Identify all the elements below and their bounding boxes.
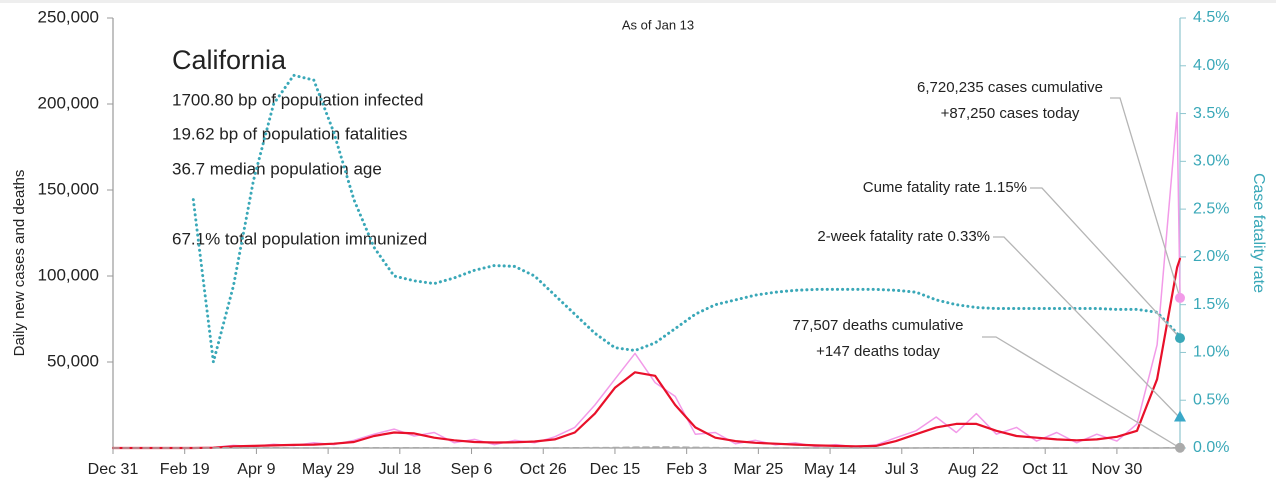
y-tick-label: 200,000 (38, 93, 99, 112)
callout-line (993, 236, 1181, 419)
series-line (112, 446, 1181, 449)
top-bar (0, 0, 1276, 3)
x-tick-label: Dec 15 (590, 461, 641, 478)
y-tick-label: 150,000 (38, 179, 99, 198)
end-marker (1175, 442, 1185, 453)
y-axis-title: Daily new cases and deaths (11, 170, 28, 357)
y-tick-label: 100,000 (38, 265, 99, 284)
callout-line (1030, 187, 1181, 339)
y-tick-label: 50,000 (47, 351, 99, 370)
annotation: +147 deaths today (816, 343, 940, 360)
y-tick-label: 250,000 (38, 7, 99, 26)
x-tick-label: Oct 26 (520, 461, 567, 478)
info-line: 1700.80 bp of population infected (172, 90, 423, 109)
y2-axis-title: Case fatality rate (1250, 173, 1267, 293)
x-tick-label: May 29 (302, 461, 355, 478)
y2-tick-label: 1.0% (1193, 344, 1229, 361)
x-tick-label: Sep 6 (451, 461, 493, 478)
x-tick-label: Apr 9 (237, 461, 275, 478)
annotation: 2-week fatality rate 0.33% (817, 228, 990, 245)
annotation: Cume fatality rate 1.15% (863, 179, 1027, 196)
callout-line (1110, 97, 1181, 299)
series-line (191, 73, 1182, 364)
end-marker (1175, 333, 1185, 344)
info-line: 19.62 bp of population fatalities (172, 124, 407, 143)
y2-tick-label: 4.5% (1193, 9, 1229, 26)
y2-tick-label: 0.0% (1193, 439, 1229, 456)
y2-tick-label: 2.0% (1193, 248, 1229, 265)
callout-line (982, 336, 1181, 449)
series-line (111, 257, 1182, 450)
annotation: 77,507 deaths cumulative (793, 317, 964, 334)
info-line: 36.7 median population age (172, 159, 382, 178)
x-tick-label: Jul 18 (378, 461, 421, 478)
y2-tick-label: 4.0% (1193, 57, 1229, 74)
x-tick-label: Dec 31 (88, 461, 139, 478)
x-tick-label: Oct 11 (1022, 461, 1068, 478)
annotation: +87,250 cases today (941, 105, 1080, 122)
y2-tick-label: 2.5% (1193, 200, 1229, 217)
y2-tick-label: 0.5% (1193, 391, 1229, 408)
x-tick-label: Nov 30 (1092, 461, 1143, 478)
x-tick-label: Feb 19 (160, 461, 210, 478)
chart-subtitle: As of Jan 13 (622, 17, 694, 32)
chart-title: California (172, 45, 287, 75)
y2-tick-label: 3.5% (1193, 105, 1229, 122)
y2-tick-label: 3.0% (1193, 153, 1229, 170)
two-week-marker (1174, 410, 1186, 422)
y2-tick-label: 1.5% (1193, 296, 1229, 313)
plot: 50,000 100,000 150,000 200,000 250,000 0.0% 0.… (38, 7, 1230, 478)
x-tick-label: Feb 3 (666, 461, 707, 478)
annotation: 6,720,235 cases cumulative (917, 79, 1103, 96)
info-line: 67.1% total population immunized (172, 229, 427, 248)
x-tick-label: May 14 (804, 461, 857, 478)
x-tick-label: Aug 22 (948, 461, 999, 478)
x-tick-label: Jul 3 (885, 461, 919, 478)
end-marker (1175, 292, 1185, 303)
x-tick-label: Mar 25 (733, 461, 783, 478)
